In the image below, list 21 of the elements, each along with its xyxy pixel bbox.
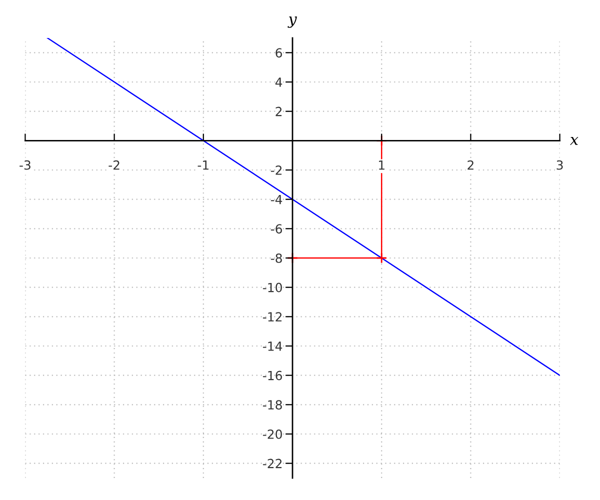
y-tick-label: -12 (262, 312, 282, 322)
y-tick-label: -20 (262, 429, 282, 439)
x-tick-label: 3 (556, 160, 563, 170)
y-tick-label: -8 (270, 253, 282, 263)
x-tick-label: 1 (378, 160, 384, 170)
y-axis-title: y (288, 16, 297, 28)
y-tick-label: 6 (276, 48, 282, 58)
x-tick-label: -3 (20, 160, 30, 170)
x-tick-label: 2 (468, 160, 474, 170)
y-tick-label: -22 (262, 458, 282, 468)
x-tick-label: -2 (108, 160, 120, 170)
x-tick-label: -1 (198, 160, 208, 170)
y-tick-label: -10 (262, 282, 282, 292)
y-tick-label: -14 (262, 342, 282, 351)
y-tick-label: 4 (275, 78, 282, 87)
y-tick-label: -6 (270, 224, 282, 234)
y-tick-label: -18 (262, 400, 282, 410)
y-tick-label: -4 (270, 194, 282, 204)
x-axis-title: x (570, 136, 578, 145)
y-tick-label: -16 (262, 370, 282, 380)
y-tick-label: 2 (276, 106, 282, 116)
